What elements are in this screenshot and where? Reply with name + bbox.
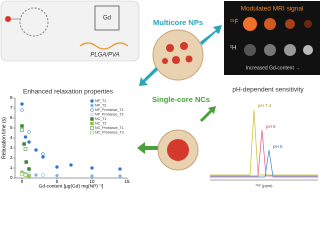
y-tick-label: 7 bbox=[10, 105, 13, 110]
data-point bbox=[23, 135, 28, 139]
data-point bbox=[55, 173, 59, 178]
arrow-nc-to-spectrum bbox=[200, 106, 216, 122]
legend-label: NC_T2 bbox=[95, 121, 106, 125]
polymer-chain bbox=[79, 42, 129, 50]
x-tick-label: 0 bbox=[21, 179, 24, 184]
mri-f-label: ¹⁹F bbox=[230, 19, 239, 26]
y-tick-label: 6 bbox=[10, 115, 13, 120]
singlecore-label: Single-core NCs bbox=[152, 95, 210, 104]
graphical-abstract: Gd PLGA/PVA Multicore NPs Single-core NC… bbox=[0, 0, 320, 189]
multicore-label: Multicore NPs bbox=[153, 18, 203, 27]
data-point bbox=[27, 140, 31, 144]
arrow-to-chart bbox=[139, 67, 158, 86]
legend-marker bbox=[90, 130, 94, 135]
data-point bbox=[118, 174, 122, 178]
data-point bbox=[22, 142, 26, 146]
polymer-label: PLGA/PVA bbox=[90, 53, 119, 59]
multicore-particle bbox=[152, 29, 204, 81]
legend-label: NP_Prohance_T2 bbox=[95, 112, 124, 116]
x-tick-label: 15 bbox=[124, 179, 130, 184]
ph-title: pH-dependent sensitivity bbox=[232, 87, 304, 94]
legend-label: NP_T2 bbox=[95, 103, 106, 107]
data-point bbox=[69, 163, 73, 167]
relax-title: Enhanced relaxation properties bbox=[23, 89, 114, 96]
y-axis-label: Relaxation time (s) bbox=[1, 117, 7, 159]
data-point bbox=[23, 147, 28, 151]
legend-label: NC_Prohance_T2 bbox=[95, 130, 124, 134]
spectrum-axis-label: ¹⁹F (ppm) bbox=[255, 183, 273, 188]
data-point bbox=[20, 108, 24, 112]
arrow-nc-to-chart bbox=[137, 142, 160, 154]
data-point bbox=[20, 124, 24, 128]
legend-label: NC_T1 bbox=[95, 117, 106, 121]
data-point bbox=[41, 155, 45, 159]
mri-h-label: ¹H bbox=[230, 46, 236, 52]
data-point bbox=[90, 174, 94, 178]
page: Gd PLGA/PVA Multicore NPs Single-core NC… bbox=[0, 0, 321, 189]
ph-label: pH 6 bbox=[266, 124, 276, 129]
data-point bbox=[24, 160, 28, 164]
fluorine-icon bbox=[5, 16, 11, 22]
molecule-ring bbox=[19, 7, 49, 37]
spectra bbox=[210, 109, 318, 178]
y-tick-label: 2 bbox=[10, 155, 13, 160]
legend-label: NP_T1 bbox=[95, 99, 106, 103]
data-point bbox=[27, 174, 31, 178]
y-tick-label: 8 bbox=[10, 95, 13, 100]
y-tick-label: 5 bbox=[10, 125, 13, 130]
legend-label: NC_Prohance_T1 bbox=[95, 126, 124, 130]
data-point bbox=[118, 167, 122, 171]
data-point bbox=[41, 173, 45, 177]
legend-marker bbox=[90, 126, 94, 130]
data-point bbox=[90, 166, 94, 170]
data-point bbox=[20, 102, 24, 106]
data-point bbox=[34, 173, 38, 177]
y-tick-label: 4 bbox=[10, 135, 13, 140]
mri-gd-label: Increased Gd-content → bbox=[246, 65, 300, 71]
x-axis-label: Gd-content [μg(Gd) mg(NP)⁻¹] bbox=[39, 183, 104, 189]
legend-marker bbox=[90, 99, 94, 103]
mri-title: Modulated MRI signal bbox=[241, 6, 304, 13]
x-tick-label: 5 bbox=[56, 179, 59, 184]
data-point bbox=[20, 172, 24, 176]
data-point bbox=[27, 167, 31, 171]
data-point bbox=[23, 173, 28, 177]
ph-label: pH 5 bbox=[273, 144, 283, 149]
arrow-to-mri bbox=[200, 25, 222, 45]
gd-complex bbox=[94, 5, 120, 31]
data-point bbox=[27, 130, 31, 134]
single-core bbox=[167, 139, 189, 161]
mri-spots bbox=[243, 17, 313, 56]
legend-marker bbox=[90, 112, 94, 117]
legend-label: NP_Prohance_T1 bbox=[95, 108, 124, 112]
data-point bbox=[34, 148, 38, 152]
mri-panel bbox=[224, 1, 320, 75]
y-tick-label: 1 bbox=[10, 165, 13, 170]
y-tick-label: 0 bbox=[10, 175, 13, 180]
ph-label: pH 7.4 bbox=[258, 103, 272, 108]
data-point bbox=[41, 152, 45, 156]
legend-marker bbox=[90, 103, 94, 108]
data-point bbox=[55, 165, 59, 169]
legend-marker bbox=[90, 121, 94, 126]
x-tick-label: 10 bbox=[89, 179, 95, 184]
molecule-panel bbox=[0, 0, 140, 62]
y-tick-label: 3 bbox=[10, 145, 13, 150]
gd-symbol: Gd bbox=[103, 16, 111, 22]
legend-marker bbox=[90, 117, 94, 121]
legend-marker bbox=[90, 108, 94, 112]
data-point bbox=[20, 128, 24, 132]
